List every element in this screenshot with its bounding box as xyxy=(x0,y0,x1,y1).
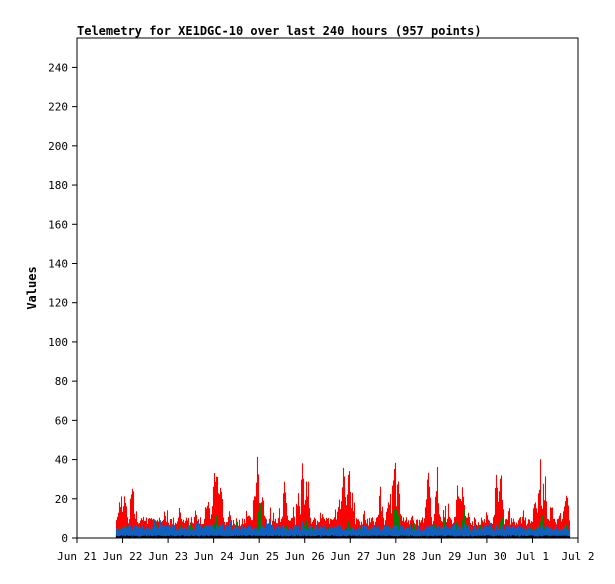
y-tick-label: 20 xyxy=(55,493,68,506)
y-tick-label: 100 xyxy=(48,336,68,349)
y-tick-label: 180 xyxy=(48,179,68,192)
x-tick-label: Jun 30 xyxy=(467,550,507,563)
y-tick-label: 40 xyxy=(55,454,68,467)
chart-title: Telemetry for XE1DGC-10 over last 240 ho… xyxy=(77,24,482,38)
x-tick-label: Jun 28 xyxy=(376,550,416,563)
y-axis-label: Values xyxy=(25,266,39,309)
plot-frame xyxy=(76,37,579,539)
x-tick-label: Jun 23 xyxy=(148,550,188,563)
y-tick-label: 0 xyxy=(61,532,68,545)
y-axis: 0 20 40 60 80 100 120 140 160 180 200 220 240 xyxy=(48,61,77,545)
series-bars xyxy=(115,535,571,538)
x-tick-label: Jun 22 xyxy=(103,550,143,563)
x-axis: Jun 21 Jun 22 Jun 23 Jun 24 Jun 25 Jun 26 Jun … xyxy=(57,538,595,563)
y-tick-label: 80 xyxy=(55,375,68,388)
series-bars xyxy=(115,519,571,538)
x-tick-label: Jun 25 xyxy=(239,550,279,563)
y-tick-label: 160 xyxy=(48,218,68,231)
x-tick-label: Jul 2 xyxy=(561,550,594,563)
x-tick-label: Jun 27 xyxy=(330,550,370,563)
y-tick-label: 120 xyxy=(48,297,68,310)
y-tick-label: 200 xyxy=(48,140,68,153)
data-bars xyxy=(115,456,571,538)
y-tick-label: 60 xyxy=(55,414,68,427)
x-tick-label: Jun 29 xyxy=(421,550,461,563)
y-tick-label: 220 xyxy=(48,101,68,114)
y-tick-label: 240 xyxy=(48,61,68,74)
x-tick-label: Jun 21 xyxy=(57,550,97,563)
x-tick-label: Jun 24 xyxy=(194,550,234,563)
x-tick-label: Jul 1 xyxy=(516,550,549,563)
y-tick-label: 140 xyxy=(48,257,68,270)
series-3 xyxy=(115,535,571,538)
x-tick-label: Jun 26 xyxy=(285,550,325,563)
series-2 xyxy=(115,519,571,538)
